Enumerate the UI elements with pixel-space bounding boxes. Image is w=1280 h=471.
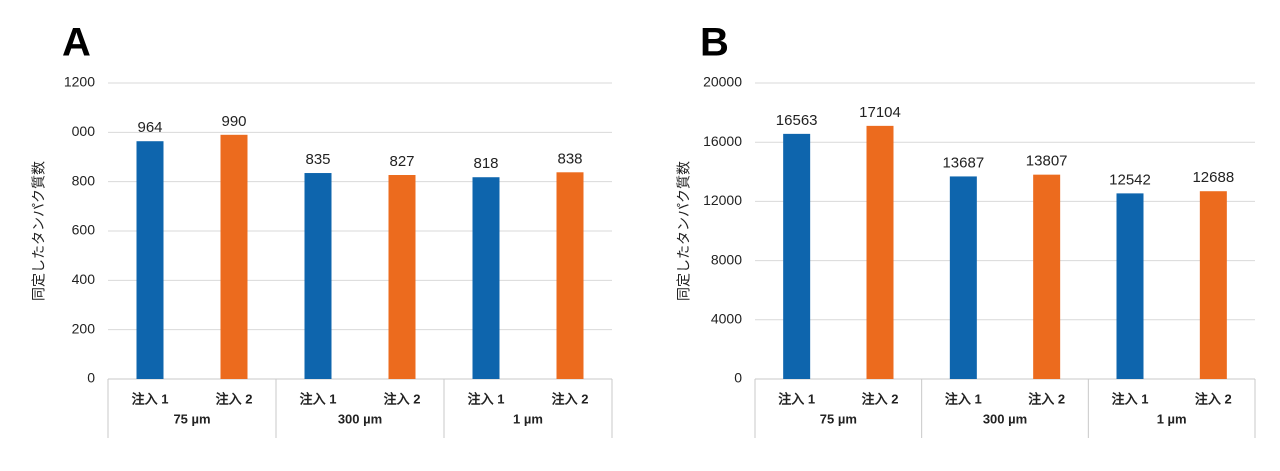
- y-axis-title: 同定したタンパク質数: [31, 161, 47, 301]
- bar: [472, 177, 500, 379]
- group-label: 300 µm: [338, 411, 382, 426]
- panel-label: B: [700, 21, 729, 65]
- x-tick-label: 注入 2: [552, 391, 589, 406]
- group-label: 1 µm: [513, 411, 543, 426]
- y-tick-label: 12000: [703, 192, 742, 208]
- group-label: 1 µm: [1157, 411, 1187, 426]
- x-tick-label: 注入 1: [778, 391, 815, 406]
- y-tick-label: 4000: [711, 311, 742, 327]
- x-tick-label: 注入 2: [1028, 391, 1065, 406]
- value-label: 990: [221, 113, 246, 130]
- x-tick-label: 注入 2: [216, 391, 253, 406]
- value-label: 13807: [1026, 153, 1068, 170]
- x-tick-label: 注入 1: [132, 391, 169, 406]
- y-tick-label: 1200: [64, 74, 95, 90]
- value-label: 964: [137, 119, 162, 136]
- value-label: 17104: [859, 104, 901, 121]
- bar: [388, 175, 416, 379]
- bar: [136, 141, 164, 379]
- y-tick-label: 0: [87, 370, 95, 386]
- value-label: 12688: [1192, 169, 1234, 186]
- bar: [866, 125, 894, 379]
- value-label: 827: [389, 153, 414, 170]
- x-tick-label: 注入 1: [300, 391, 337, 406]
- y-tick-label: 20000: [703, 74, 742, 90]
- bar: [220, 134, 248, 379]
- bar: [556, 172, 584, 379]
- panel-label: A: [62, 21, 91, 65]
- bar: [783, 133, 811, 379]
- value-label: 16563: [776, 112, 818, 129]
- x-tick-label: 注入 1: [945, 391, 982, 406]
- value-label: 838: [557, 150, 582, 167]
- y-tick-label: 000: [72, 123, 96, 139]
- group-label: 300 µm: [983, 411, 1027, 426]
- y-tick-label: 16000: [703, 133, 742, 149]
- x-tick-label: 注入 1: [468, 391, 505, 406]
- y-tick-label: 8000: [711, 251, 742, 267]
- x-tick-label: 注入 2: [384, 391, 421, 406]
- y-tick-label: 800: [72, 172, 96, 188]
- y-tick-label: 200: [72, 320, 96, 336]
- x-tick-label: 注入 1: [1112, 391, 1149, 406]
- bar: [304, 173, 332, 379]
- y-tick-label: 0: [734, 370, 742, 386]
- group-label: 75 µm: [173, 411, 210, 426]
- value-label: 835: [305, 151, 330, 168]
- group-label: 75 µm: [820, 411, 857, 426]
- y-axis-title: 同定したタンパク質数: [676, 161, 692, 301]
- bar: [949, 176, 977, 379]
- bar: [1116, 193, 1144, 379]
- value-label: 12542: [1109, 171, 1151, 188]
- value-label: 818: [473, 155, 498, 172]
- x-tick-label: 注入 2: [862, 391, 899, 406]
- value-label: 13687: [942, 154, 984, 171]
- x-tick-label: 注入 2: [1195, 391, 1232, 406]
- y-tick-label: 600: [72, 222, 96, 238]
- y-tick-label: 400: [72, 271, 96, 287]
- bar: [1033, 174, 1061, 379]
- bar: [1199, 191, 1227, 379]
